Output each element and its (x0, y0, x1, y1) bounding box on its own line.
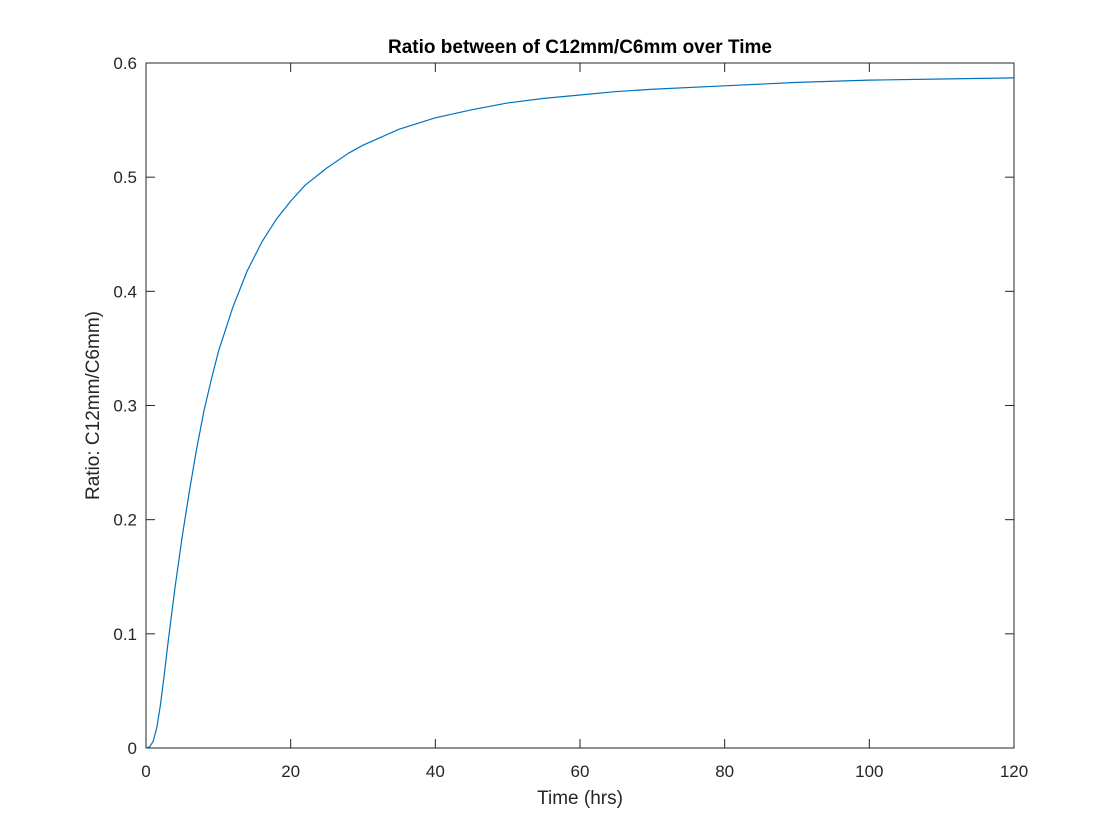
x-tick-label: 80 (715, 762, 734, 781)
y-tick-label: 0.3 (113, 397, 137, 416)
y-axis-label: Ratio: C12mm/C6mm) (83, 311, 104, 500)
y-tick-label: 0 (128, 739, 137, 758)
x-tick-label: 60 (571, 762, 590, 781)
x-axis-label: Time (hrs) (537, 788, 623, 809)
x-tick-label: 100 (855, 762, 883, 781)
y-tick-label: 0.6 (113, 54, 137, 73)
series-layer (145, 77, 1015, 749)
y-tick-label: 0.4 (113, 282, 137, 301)
x-tick-label: 0 (141, 762, 150, 781)
x-tick-label: 20 (281, 762, 300, 781)
x-tick-label: 120 (1000, 762, 1028, 781)
y-axis: 0 0.1 0.2 0.3 0.4 0.5 0.6 (113, 54, 1014, 758)
chart-title: Ratio between of C12mm/C6mm over Time (388, 37, 772, 58)
y-tick-label: 0.5 (113, 168, 137, 187)
x-tick-label: 40 (426, 762, 445, 781)
plot-area (145, 62, 1015, 749)
x-axis: 0 20 40 60 80 100 120 (141, 63, 1028, 781)
y-tick-label: 0.2 (113, 511, 137, 530)
series-line-0 (145, 77, 1015, 749)
y-tick-label: 0.1 (113, 625, 137, 644)
